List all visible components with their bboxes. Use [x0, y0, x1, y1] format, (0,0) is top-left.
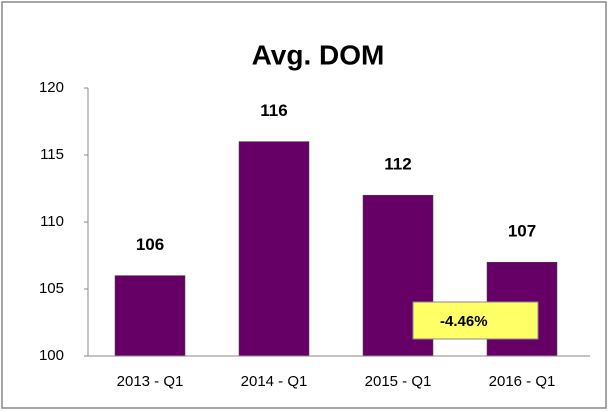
y-tick-label: 115 — [40, 146, 64, 163]
data-label: 107 — [508, 222, 536, 241]
x-tick-label: 2015 - Q1 — [365, 373, 432, 390]
y-tick-label: 120 — [39, 79, 64, 96]
annotation: -4.46% — [440, 313, 488, 330]
data-label: 116 — [260, 101, 287, 120]
x-tick-label: 2013 - Q1 — [117, 373, 184, 390]
y-tick-label: 100 — [39, 347, 64, 364]
bar — [114, 275, 186, 357]
x-tick-label: 2016 - Q1 — [489, 373, 556, 390]
bar — [238, 141, 310, 357]
chart-title: Avg. DOM — [252, 39, 385, 70]
y-tick-label: 110 — [40, 213, 64, 230]
x-tick-label: 2014 - Q1 — [241, 373, 308, 390]
y-tick-label: 105 — [39, 280, 64, 297]
annotation-box — [412, 301, 539, 340]
data-label: 112 — [384, 155, 411, 174]
data-label: 106 — [136, 235, 164, 254]
